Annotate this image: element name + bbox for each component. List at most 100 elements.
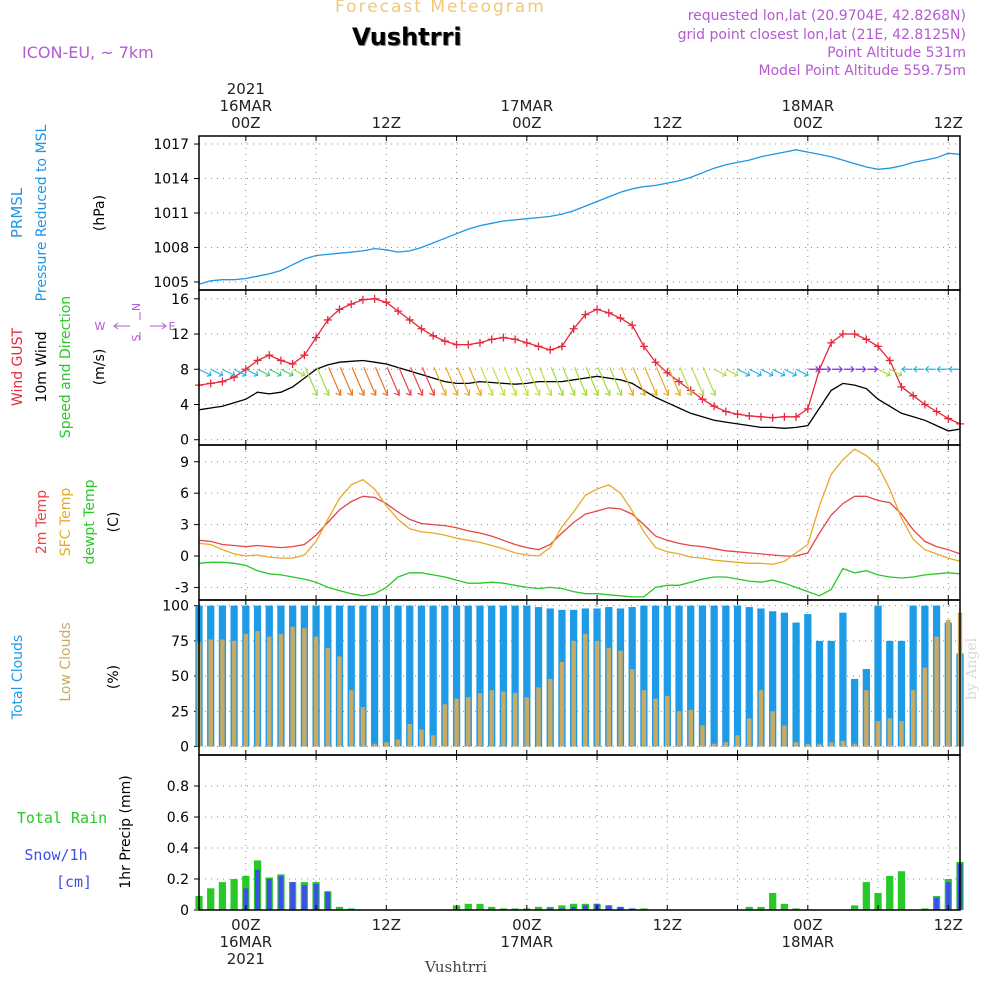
gust-marker [604,308,613,317]
wind-direction-arrow [808,365,820,373]
y-tick-label: 0 [180,433,189,449]
wind-direction-arrow [609,367,623,397]
label-dewpt-temp: dewpt Temp [82,479,98,564]
low-clouds-bar [536,687,541,747]
low-clouds-bar [548,678,553,747]
label-pressure-msl: Pressure Reduced to MSL [34,124,50,301]
total-clouds-bar [675,605,683,747]
gust-marker [218,377,227,386]
low-clouds-bar [758,690,764,747]
wind-direction-arrow [632,367,646,397]
grid-point-coordinates: grid point closest lon,lat (21E, 42.8125… [677,27,966,43]
gust-marker [745,411,754,420]
gust-marker [616,314,625,323]
low-clouds-bar [372,743,377,747]
low-clouds-bar [243,633,249,747]
gust-marker [827,338,836,347]
total-clouds-bar [698,605,707,747]
compass-north: N [130,303,143,311]
gust-marker [803,404,812,413]
total-clouds-bar [523,605,531,747]
label-total-rain: Total Rain [17,809,107,827]
total-rain-bar [886,875,894,910]
snow-1h-bar [266,879,272,910]
low-clouds-bar [430,735,436,747]
gust-marker [698,395,707,404]
total-rain-bar [769,892,777,910]
wind-direction-arrow [644,367,658,397]
total-clouds-bar [780,612,789,747]
total-clouds-bar [382,605,390,747]
wind-direction-arrow [304,367,318,397]
gust-marker [546,345,555,354]
wind-direction-arrow [725,368,739,377]
total-clouds-bar [839,612,847,747]
gust-marker [370,294,379,303]
total-clouds-bar [769,611,777,747]
gust-marker [920,400,929,409]
total-rain-bar [218,882,227,910]
wind-direction-arrow [667,367,681,397]
wind-direction-arrow [936,365,948,373]
low-clouds-bar [348,690,354,747]
gust-marker [265,351,274,360]
dewpt-temp-line [198,561,961,598]
low-clouds-bar [255,631,260,747]
gust-marker [440,337,449,346]
gust-marker [944,414,953,423]
y-tick-label: 0 [180,740,189,756]
wind-direction-arrow [515,367,529,397]
total-rain-bar [897,871,906,910]
wind-direction-arrow [913,365,925,373]
wind-direction-arrow [783,368,797,377]
low-clouds-bar [384,742,389,747]
wind-direction-arrow [772,368,786,377]
total-rain-bar [640,908,648,910]
y-tick-label: 75 [171,634,189,650]
gust-marker [862,335,871,344]
wind-direction-arrow [597,367,611,397]
model-name: ICON-EU, ~ 7km [22,43,154,62]
snow-1h-bar [301,885,307,910]
low-clouds-bar [723,742,729,747]
low-clouds-bar [454,698,459,747]
low-clouds-bar [887,718,892,747]
total-rain-bar [558,905,566,910]
y-tick-label: 1014 [153,172,189,188]
gust-marker [675,377,684,386]
y-tick-label: 4 [180,397,189,413]
sfc-temp-line [198,448,961,566]
time-label-bottom: 18MAR [781,933,834,951]
wind-direction-arrow [257,368,271,377]
time-label-top: 00Z [512,114,541,132]
10m-wind-line [198,359,961,432]
low-clouds-bar [407,724,412,747]
label-temp-unit: (C) [106,512,122,533]
gust-marker [347,300,356,309]
wind-direction-arrow [948,365,960,373]
wind-direction-arrow [328,367,342,397]
time-label-bottom: 00Z [231,916,260,934]
y-tick-label: 0.4 [167,841,189,857]
wind-direction-arrow [503,367,517,397]
total-rain-bar [230,879,238,910]
total-clouds-bar [534,607,543,747]
gust-marker [581,310,590,319]
total-clouds-bar [394,605,402,747]
low-clouds-bar [922,667,928,747]
total-clouds-bar [897,640,906,747]
label-total-clouds: Total Clouds [10,635,26,720]
total-clouds-bar [640,605,648,747]
wind-direction-arrow [585,367,599,397]
wind-direction-arrow [374,367,389,397]
compass-south: S [130,334,143,341]
wind-direction-arrow [691,367,705,397]
label-precip-unit: 1hr Precip (mm) [118,775,134,888]
wind-direction-arrow [198,368,212,377]
low-clouds-bar [594,640,600,747]
point-altitude: Point Altitude 531m [827,45,966,61]
wind-direction-arrow [245,368,259,377]
low-clouds-bar [302,628,307,747]
y-tick-label: 0.6 [167,810,189,826]
